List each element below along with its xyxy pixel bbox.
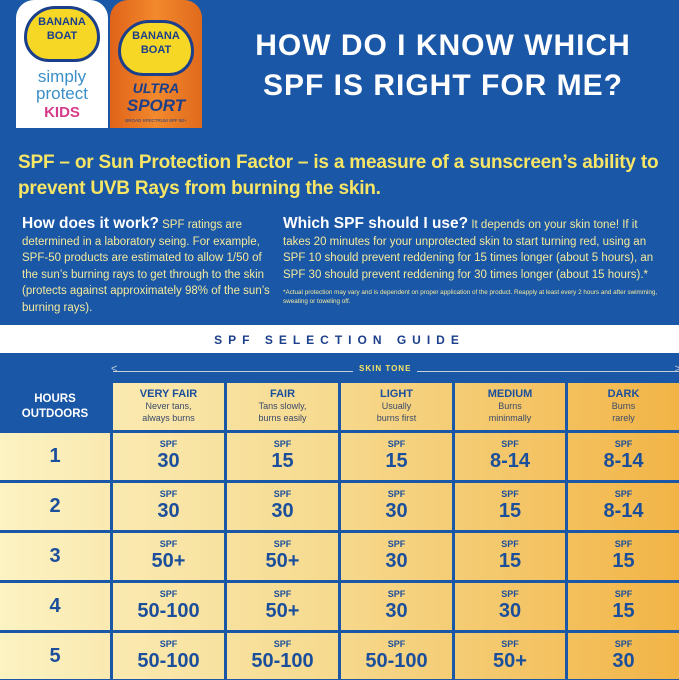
- column-header: VERY FAIR Never tans, always burns: [113, 383, 224, 430]
- spf-cell: SPF 30: [341, 533, 452, 580]
- spf-cell: SPF 30: [455, 583, 565, 630]
- product-name: protect: [36, 84, 88, 103]
- spf-cell: SPF 30: [341, 583, 452, 630]
- banana-boat-logo: BANANA BOAT: [118, 20, 194, 76]
- spf-cell: SPF 30: [113, 433, 224, 480]
- spf-cell: SPF 50+: [227, 583, 338, 630]
- spf-cell: SPF 30: [113, 483, 224, 530]
- hours-cell: 2: [0, 483, 110, 530]
- spf-cell: SPF 50-100: [113, 583, 224, 630]
- spf-cell: SPF 50-100: [113, 633, 224, 680]
- skin-tone-label: SKIN TONE: [353, 364, 418, 373]
- spf-cell: SPF 30: [227, 483, 338, 530]
- column-header: DARK Burns rarely: [568, 383, 679, 430]
- spf-cell: SPF 15: [568, 533, 679, 580]
- spf-cell: SPF 50+: [227, 533, 338, 580]
- product-label: BROAD SPECTRUM SPF 50+: [125, 118, 187, 123]
- hours-cell: 4: [0, 583, 110, 630]
- spf-cell: SPF 15: [455, 483, 565, 530]
- product-image-kids: BANANA BOAT simply protect KIDS: [16, 0, 108, 128]
- column-header: FAIR Tans slowly, burns easily: [227, 383, 338, 430]
- product-image-sport: BANANA BOAT ULTRA SPORT BROAD SPECTRUM SP…: [110, 0, 202, 128]
- skin-tone-axis: < > SKIN TONE: [111, 363, 679, 378]
- spf-cell: SPF 30: [341, 483, 452, 530]
- guide-title: SPF SELECTION GUIDE: [0, 325, 679, 353]
- spf-cell: SPF 50-100: [227, 633, 338, 680]
- spf-cell: SPF 8-14: [455, 433, 565, 480]
- hours-cell: 5: [0, 633, 110, 680]
- footnote: *Actual protection may vary and is depen…: [283, 289, 658, 305]
- header-banner: BANANA BOAT simply protect KIDS BANANA BO…: [0, 0, 679, 128]
- product-name: simply: [37, 67, 87, 86]
- hours-cell: 3: [0, 533, 110, 580]
- product-name: ULTRA: [132, 80, 180, 96]
- hours-cell: 1: [0, 433, 110, 480]
- spf-cell: SPF 15: [568, 583, 679, 630]
- arrow-right-icon: >: [674, 363, 679, 375]
- how-it-works: How does it work? SPF ratings are determ…: [22, 215, 270, 314]
- hours-outdoors-header: HOURS OUTDOORS: [21, 393, 89, 420]
- spf-cell: SPF 50+: [113, 533, 224, 580]
- spf-cell: SPF 15: [455, 533, 565, 580]
- spf-cell: SPF 8-14: [568, 483, 679, 530]
- column-header: LIGHT Usually burns first: [341, 383, 452, 430]
- spf-cell: SPF 30: [568, 633, 679, 680]
- column-header: MEDIUM Burns mininmally: [455, 383, 565, 430]
- page-title: HOW DO I KNOW WHICH SPF IS RIGHT FOR ME?: [255, 29, 631, 102]
- product-name: KIDS: [44, 104, 80, 121]
- intro-lead: SPF – or Sun Protection Factor – is a me…: [18, 152, 659, 199]
- spf-cell: SPF 15: [227, 433, 338, 480]
- spf-cell: SPF 50+: [455, 633, 565, 680]
- arrow-left-icon: <: [111, 363, 118, 375]
- spf-cell: SPF 8-14: [568, 433, 679, 480]
- spf-cell: SPF 50-100: [341, 633, 452, 680]
- spf-cell: SPF 15: [341, 433, 452, 480]
- banana-boat-logo: BANANA BOAT: [24, 6, 100, 62]
- product-name: SPORT: [126, 96, 186, 115]
- which-spf: Which SPF should I use? It depends on yo…: [283, 215, 668, 306]
